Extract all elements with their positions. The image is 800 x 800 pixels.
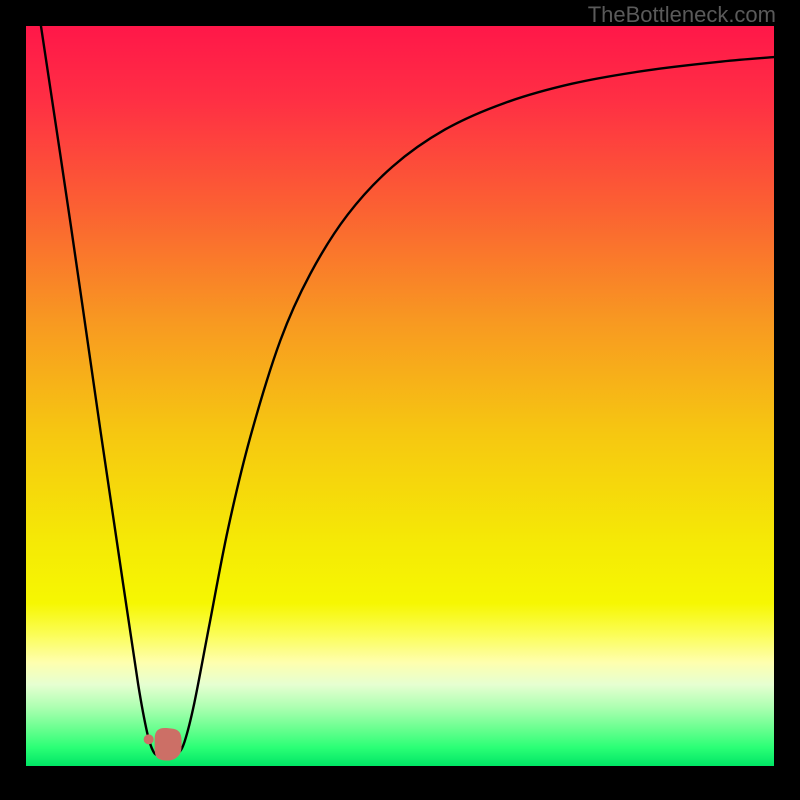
chart-background <box>26 26 774 766</box>
watermark-text: TheBottleneck.com <box>588 2 776 28</box>
marker-dot <box>144 734 154 744</box>
optimal-range-blob <box>155 728 182 761</box>
chart-container <box>26 26 774 766</box>
bottleneck-curve-chart <box>26 26 774 766</box>
